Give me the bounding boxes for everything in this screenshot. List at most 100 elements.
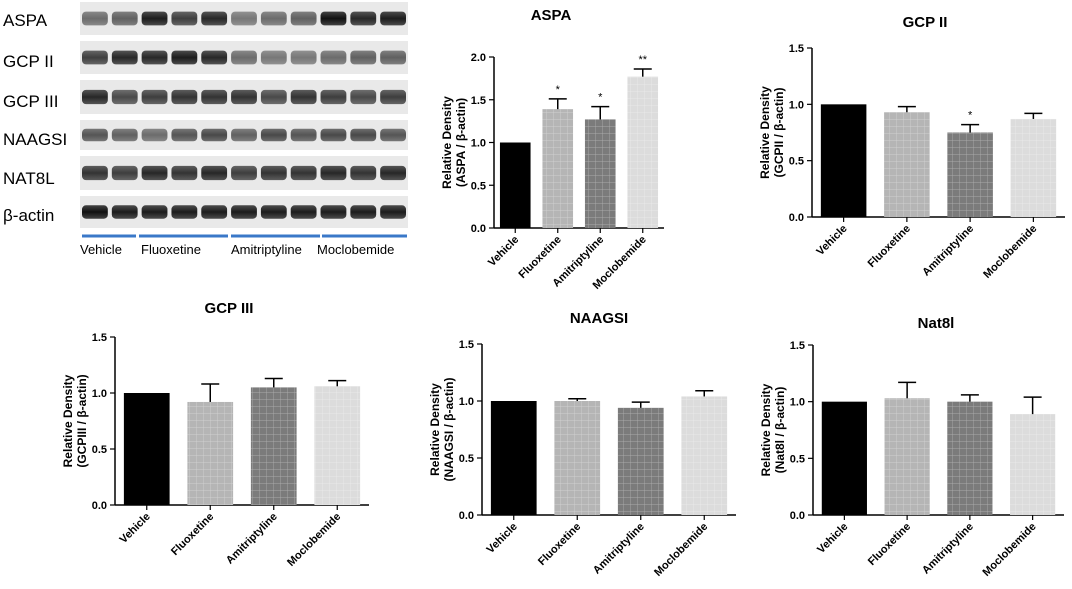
- y-axis-label-line: (GCPIII / β-actin): [75, 374, 89, 467]
- blot-band: [380, 11, 406, 26]
- bar-vehicle: [123, 393, 170, 505]
- chart-gcp-ii: GCP II 0.0 0.5 1.0 1.5 Relative Density(GCPII…: [758, 14, 1065, 281]
- blot-band: [350, 11, 377, 26]
- blot-band: [82, 205, 108, 219]
- blot-band: [260, 89, 287, 105]
- blot-band: [201, 205, 228, 219]
- x-tick-label: Amitriptyline: [224, 511, 280, 567]
- blot-band: [201, 50, 228, 65]
- y-axis-label-line: (GCPII / β-actin): [772, 88, 786, 178]
- blot-band: [380, 205, 406, 219]
- x-tick-label: Vehicle: [814, 223, 849, 258]
- blot-band: [350, 89, 377, 105]
- y-tick-label: 0.5: [790, 453, 805, 465]
- blot-band: [290, 50, 317, 65]
- significance-marker: *: [556, 84, 561, 96]
- blot-band: [260, 128, 287, 142]
- blot-band: [171, 50, 198, 65]
- bar-texture: [250, 387, 297, 505]
- x-tick-label: Vehicle: [486, 234, 521, 269]
- blot-row-label: GCP III: [3, 92, 58, 111]
- western-blot-panel: ASPA GCP II GCP III NAAGSI NAT8L β-actin Vehic…: [0, 0, 420, 270]
- blot-band: [82, 11, 108, 26]
- bar-texture: [1010, 118, 1057, 217]
- blot-band: [350, 50, 377, 65]
- y-tick-label: 0.0: [790, 510, 805, 522]
- y-tick-label: 1.0: [92, 388, 107, 400]
- x-tick-label: Moclobemide: [981, 521, 1039, 579]
- y-axis-label-line: Relative Density: [440, 96, 454, 189]
- x-tick-label: Fluoxetine: [169, 511, 216, 558]
- x-tick-label: Moclobemide: [981, 223, 1039, 281]
- blot-group-label: Moclobemide: [317, 242, 394, 257]
- blot-band: [320, 89, 347, 105]
- blot-band: [111, 89, 138, 105]
- blot-band: [290, 128, 317, 142]
- y-tick-label: 0.5: [459, 453, 474, 465]
- blot-band: [231, 128, 257, 142]
- blot-band: [201, 89, 228, 105]
- blot-group-label: Vehicle: [80, 242, 122, 257]
- blot-row-label: NAAGSI: [3, 130, 67, 149]
- bar-texture: [947, 401, 993, 515]
- blot-band: [82, 50, 108, 65]
- blot-band: [290, 205, 317, 219]
- y-tick-label: 1.5: [471, 95, 486, 107]
- blot-band: [260, 165, 287, 181]
- blot-band: [171, 89, 198, 105]
- chart-title: Nat8l: [918, 315, 955, 332]
- blot-band: [350, 165, 377, 181]
- blot-band: [141, 165, 168, 181]
- x-tick-label: Vehicle: [815, 521, 850, 556]
- blot-group-label: Fluoxetine: [141, 242, 201, 257]
- y-axis-label: Relative Density(GCPII / β-actin): [758, 86, 786, 179]
- blot-band: [380, 50, 406, 65]
- y-tick-label: 1.0: [790, 397, 805, 409]
- x-tick-label: Amitriptyline: [920, 223, 976, 279]
- y-axis-label: Relative Density(GCPIII / β-actin): [61, 374, 89, 467]
- blot-band: [141, 205, 168, 219]
- x-tick-label: Moclobemide: [285, 511, 343, 569]
- blot-band: [111, 128, 138, 142]
- blot-band: [290, 11, 317, 26]
- significance-marker: **: [638, 54, 647, 66]
- x-tick-label: Fluoxetine: [866, 223, 913, 270]
- bar-texture: [884, 398, 930, 515]
- blot-band: [111, 50, 138, 65]
- y-tick-label: 0.5: [92, 444, 107, 456]
- chart-aspa: ASPA 0.0 0.5 1.0 1.5 2.0 Relative Density(ASPA…: [440, 7, 664, 292]
- bar-vehicle: [499, 142, 531, 228]
- chart-title: NAAGSI: [570, 310, 628, 327]
- blot-band: [82, 89, 108, 105]
- chart-title: GCP II: [903, 14, 948, 31]
- x-tick-label: Fluoxetine: [536, 521, 583, 568]
- bar-texture: [627, 76, 659, 228]
- blot-band: [141, 11, 168, 26]
- blot-band: [380, 128, 406, 142]
- y-tick-label: 1.0: [459, 396, 474, 408]
- blot-band: [141, 128, 168, 142]
- blot-band: [201, 165, 228, 181]
- y-axis-label: Relative Density(NAAGSI / β-actin): [428, 378, 456, 482]
- y-tick-label: 0.0: [471, 223, 486, 235]
- blot-band: [231, 50, 257, 65]
- blot-band: [290, 89, 317, 105]
- blot-band: [231, 205, 257, 219]
- bar-texture: [947, 132, 993, 217]
- y-tick-label: 1.0: [789, 99, 804, 111]
- blot-band: [231, 165, 257, 181]
- bar-texture: [584, 119, 616, 228]
- bar-texture: [884, 112, 930, 217]
- blot-band: [260, 11, 287, 26]
- bar-vehicle: [821, 401, 867, 515]
- chart-title: ASPA: [531, 7, 572, 24]
- y-tick-label: 2.0: [471, 52, 486, 64]
- y-axis-label-line: (NAAGSI / β-actin): [442, 378, 456, 482]
- y-tick-label: 1.5: [92, 332, 107, 344]
- chart-naagsi: NAAGSI 0.0 0.5 1.0 1.5 Relative Density(NAAGS…: [428, 310, 736, 579]
- blot-band: [380, 89, 406, 105]
- x-tick-label: Moclobemide: [652, 521, 710, 579]
- y-tick-label: 0.5: [471, 180, 486, 192]
- y-tick-label: 0.5: [789, 156, 804, 168]
